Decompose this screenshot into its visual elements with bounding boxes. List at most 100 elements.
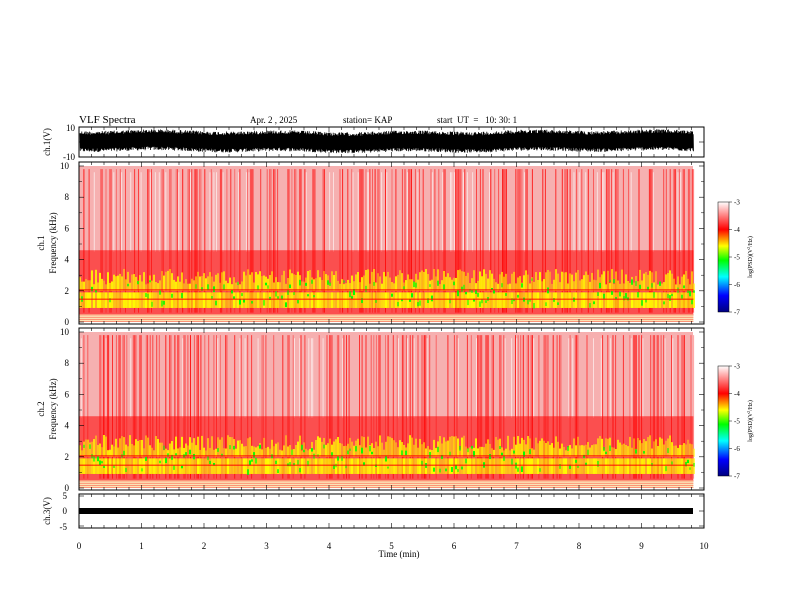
- spectral-band-yellow-low: [273, 292, 275, 308]
- spectral-band-yellow: [253, 446, 255, 457]
- spectral-gap: [239, 338, 241, 418]
- spectral-band-yellow-low: [611, 292, 613, 308]
- spectral-band-yellow-low: [83, 292, 85, 308]
- spectral-band-yellow: [275, 443, 277, 457]
- spectral-band-yellow: [491, 448, 493, 457]
- spectral-band-yellow: [111, 281, 113, 291]
- spectral-band-yellow: [129, 435, 131, 457]
- spectral-band-yellow-low: [361, 458, 363, 474]
- spectral-band-yellow-low: [383, 292, 385, 308]
- spectral-band-yellow-low: [503, 458, 505, 474]
- spectral-band-yellow-low: [415, 458, 417, 474]
- spectral-streak: [693, 335, 695, 479]
- frequency-tick-label: 8: [65, 358, 70, 368]
- spectral-band-yellow-low: [211, 458, 213, 474]
- spectral-band-yellow-low: [517, 458, 519, 474]
- spectral-band-yellow: [693, 448, 695, 457]
- spectral-streak: [635, 335, 637, 479]
- time-axis-label: Time (min): [379, 549, 420, 559]
- spectral-streak: [444, 169, 446, 313]
- spectral-streak: [411, 169, 412, 313]
- spectral-streak: [401, 169, 403, 313]
- spectral-band-yellow: [117, 447, 119, 457]
- frequency-tick-label: 0: [65, 483, 70, 493]
- spectral-band-yellow: [613, 284, 615, 291]
- spectral-streak: [193, 169, 195, 313]
- spectral-gap: [413, 338, 415, 418]
- spectral-band-yellow-low: [505, 458, 507, 474]
- spectral-streak: [691, 169, 693, 313]
- spectral-band-yellow: [181, 272, 183, 291]
- spectral-band-yellow-low: [151, 292, 153, 308]
- spectral-band-green: [419, 300, 421, 306]
- spectral-band-yellow-low: [497, 458, 499, 474]
- ch1-spectrogram-ticks: [78, 162, 705, 324]
- spectral-streak: [377, 169, 379, 313]
- spectral-band-green: [337, 456, 339, 461]
- spectral-gap: [431, 172, 433, 252]
- spectral-band-yellow: [625, 444, 627, 457]
- spectral-streak: [106, 335, 108, 479]
- spectral-band-yellow-low: [229, 458, 231, 474]
- spectral-band-green: [233, 445, 235, 450]
- spectral-band-yellow: [359, 282, 361, 291]
- spectral-band-yellow-low: [223, 458, 225, 474]
- spectral-band-yellow: [243, 446, 245, 457]
- spectral-band-green: [501, 452, 503, 456]
- spectral-band-yellow: [627, 446, 629, 457]
- spectral-band-green: [449, 298, 451, 304]
- spectral-streak: [544, 335, 546, 479]
- spectral-band-yellow: [667, 438, 669, 457]
- spectral-band-yellow: [451, 436, 453, 457]
- spectral-band-yellow-low: [205, 458, 207, 474]
- spectral-streak: [515, 335, 516, 479]
- spectral-band-green: [521, 466, 523, 472]
- spectral-streak: [414, 169, 416, 313]
- spectral-band-yellow: [665, 274, 667, 291]
- spectral-streak: [270, 169, 272, 313]
- spectral-streak: [577, 335, 579, 479]
- spectral-band-yellow-low: [79, 458, 81, 474]
- spectral-band-yellow: [315, 439, 317, 457]
- spectral-band-yellow: [183, 447, 185, 457]
- spectral-streak: [372, 169, 373, 313]
- spectral-band-yellow: [365, 269, 367, 291]
- spectral-band-yellow-low: [485, 458, 487, 474]
- spectral-streak: [673, 169, 675, 313]
- spectral-band-yellow: [401, 273, 403, 291]
- spectral-band-yellow: [579, 445, 581, 457]
- spectral-band-yellow: [225, 280, 227, 291]
- spectral-band-yellow-low: [127, 292, 129, 308]
- spectral-band-yellow-low: [311, 292, 313, 308]
- spectral-band-green: [299, 279, 301, 286]
- spectral-band-yellow-low: [665, 292, 667, 308]
- spectral-band-yellow: [89, 280, 91, 291]
- spectral-band-yellow: [557, 273, 559, 291]
- spectral-band-yellow: [113, 274, 115, 291]
- spectral-band-yellow: [221, 272, 223, 291]
- spectral-band-yellow-low: [643, 292, 645, 308]
- spectral-band-yellow-low: [107, 292, 109, 308]
- spectral-streak: [395, 169, 397, 313]
- spectral-streak: [304, 335, 306, 479]
- spectral-band-yellow: [551, 443, 553, 457]
- spectral-band-yellow-low: [95, 292, 97, 308]
- spectral-band-yellow-low: [347, 458, 349, 474]
- spectral-band-yellow-low: [687, 458, 689, 474]
- spectral-band-yellow-low: [273, 458, 275, 474]
- spectral-streak: [684, 335, 685, 479]
- spectral-streak: [669, 169, 671, 313]
- spectral-band-yellow-low: [645, 458, 647, 474]
- spectral-band-yellow: [165, 271, 167, 291]
- spectral-gap: [476, 338, 477, 418]
- ch2-colorbar-gradient: [717, 365, 730, 477]
- spectral-streak: [196, 335, 198, 479]
- spectral-band-yellow-low: [79, 292, 81, 308]
- spectral-band-yellow: [193, 438, 195, 457]
- spectral-band-yellow: [653, 441, 655, 457]
- spectral-streak: [531, 169, 533, 313]
- spectral-band-yellow-low: [395, 292, 397, 308]
- spectral-band-green: [93, 455, 95, 462]
- spectral-streak: [105, 169, 107, 313]
- spectral-band-yellow-low: [475, 292, 477, 308]
